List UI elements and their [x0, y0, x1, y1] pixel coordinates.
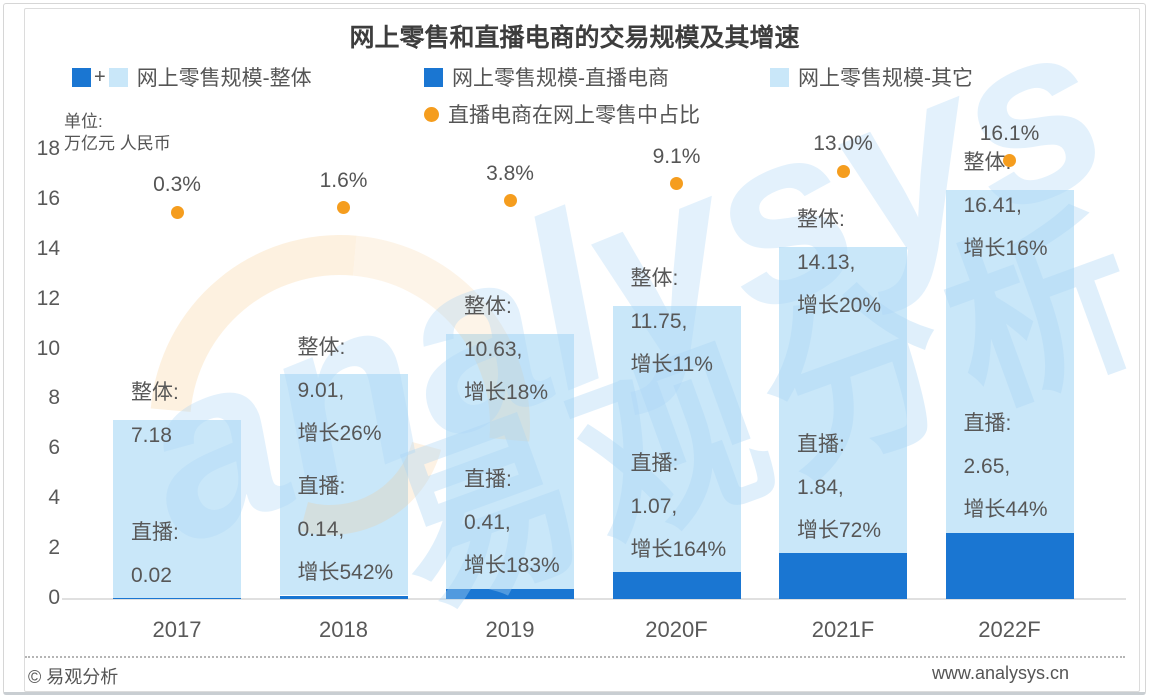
share-point-label: 16.1% — [979, 121, 1040, 145]
unit-line2: 万亿元 人民币 — [64, 134, 171, 153]
legend-item-other: 网上零售规模-其它 — [770, 64, 973, 90]
light-blue-square-icon — [108, 67, 128, 87]
bar-annotation-live: 直播: 0.14, 增长542% — [297, 475, 394, 584]
bar-segment-live — [612, 572, 741, 599]
y-axis-tick: 8 — [48, 386, 60, 410]
bar-annotation-overall: 整体: 9.01, 增长26% — [297, 335, 382, 445]
legend-label-live: 网上零售规模-直播电商 — [452, 67, 669, 90]
bar-segment-other — [446, 333, 574, 589]
bar-segment-other — [779, 246, 907, 554]
x-axis-tick: 2020F — [645, 617, 708, 642]
bar-segment-live — [446, 588, 574, 599]
y-axis-tick: 0 — [48, 585, 60, 609]
legend-item-live: 网上零售规模-直播电商 — [424, 64, 669, 90]
bar-annotation-live: 直播: 2.65, 增长44% — [963, 412, 1048, 522]
footer-divider — [25, 656, 1125, 658]
y-axis-tick: 18 — [36, 137, 60, 160]
y-axis-tick: 16 — [36, 186, 60, 210]
share-point-label: 13.0% — [813, 132, 873, 155]
y-axis-tick: 2 — [48, 536, 60, 560]
share-point-icon — [1003, 154, 1016, 168]
share-point-icon — [836, 164, 850, 178]
bar-segment-other — [945, 189, 1074, 533]
y-axis-tick: 14 — [36, 236, 60, 260]
orange-dot-icon — [424, 106, 439, 122]
bar-segment-other — [113, 419, 241, 598]
bar-annotation-overall: 整体: 7.18 — [131, 381, 179, 448]
y-axis-tick: 10 — [36, 336, 60, 360]
chart-title: 网上零售和直播电商的交易规模及其增速 — [349, 24, 800, 52]
bar-segment-live — [779, 553, 907, 599]
bar-segment-other — [279, 374, 408, 596]
legend-plus: + — [94, 65, 106, 88]
bar-segment-live — [113, 598, 241, 599]
x-axis-tick: 2019 — [485, 617, 535, 642]
share-point-icon — [337, 201, 350, 215]
bar-annotation-overall: 整体: 11.75, 增长11% — [630, 267, 713, 377]
bar-annotation-overall: 整体: 10.63, 增长18% — [464, 295, 549, 405]
bar-annotation-live: 直播: 0.41, 增长183% — [464, 468, 560, 578]
x-axis-tick: 2017 — [152, 617, 202, 642]
dark-blue-square-icon — [72, 67, 91, 87]
legend-label-overall: 网上零售规模-整体 — [136, 67, 312, 90]
legend-item-share: 直播电商在网上零售中占比 — [424, 101, 700, 127]
bar-annotation-live: 直播: 1.84, 增长72% — [797, 432, 882, 542]
share-point-label: 0.3% — [153, 173, 201, 197]
bar-annotation-live: 直播: 0.02 — [131, 520, 179, 587]
y-axis-tick: 4 — [48, 486, 60, 510]
share-point-icon — [670, 177, 683, 191]
y-axis-tick: 12 — [36, 286, 60, 310]
legend-label-share: 直播电商在网上零售中占比 — [448, 104, 700, 127]
unit-label: 单位: 万亿元 人民币 — [64, 111, 171, 155]
light-blue-square-icon — [770, 67, 789, 87]
copyright-text: © 易观分析 — [28, 667, 119, 687]
x-axis-tick: 2021F — [811, 617, 875, 642]
bar-annotation-live: 直播: 1.07, 增长164% — [630, 451, 727, 561]
legend-label-other: 网上零售规模-其它 — [798, 67, 973, 90]
bar-segment-other — [612, 305, 741, 573]
share-point-label: 9.1% — [652, 144, 701, 168]
bar-annotation-overall: 整体: 16.41, 增长16% — [963, 151, 1048, 261]
bar-segment-live — [279, 595, 408, 599]
dark-blue-square-icon — [424, 67, 443, 87]
unit-line1: 单位: — [64, 112, 103, 131]
share-point-label: 1.6% — [319, 168, 368, 192]
x-axis-line — [62, 598, 1126, 600]
share-point-icon — [170, 205, 184, 219]
bar-segment-live — [945, 532, 1074, 599]
legend-item-overall: + 网上零售规模-整体 — [72, 64, 312, 90]
x-axis-tick: 2018 — [319, 617, 368, 642]
x-axis-tick: 2022F — [978, 617, 1041, 642]
website-link[interactable]: www.analysys.cn — [931, 663, 1069, 683]
share-point-label: 3.8% — [486, 161, 534, 185]
share-point-icon — [503, 194, 517, 208]
y-axis-tick: 6 — [48, 436, 60, 460]
bar-annotation-overall: 整体: 14.13, 增长20% — [797, 208, 882, 318]
